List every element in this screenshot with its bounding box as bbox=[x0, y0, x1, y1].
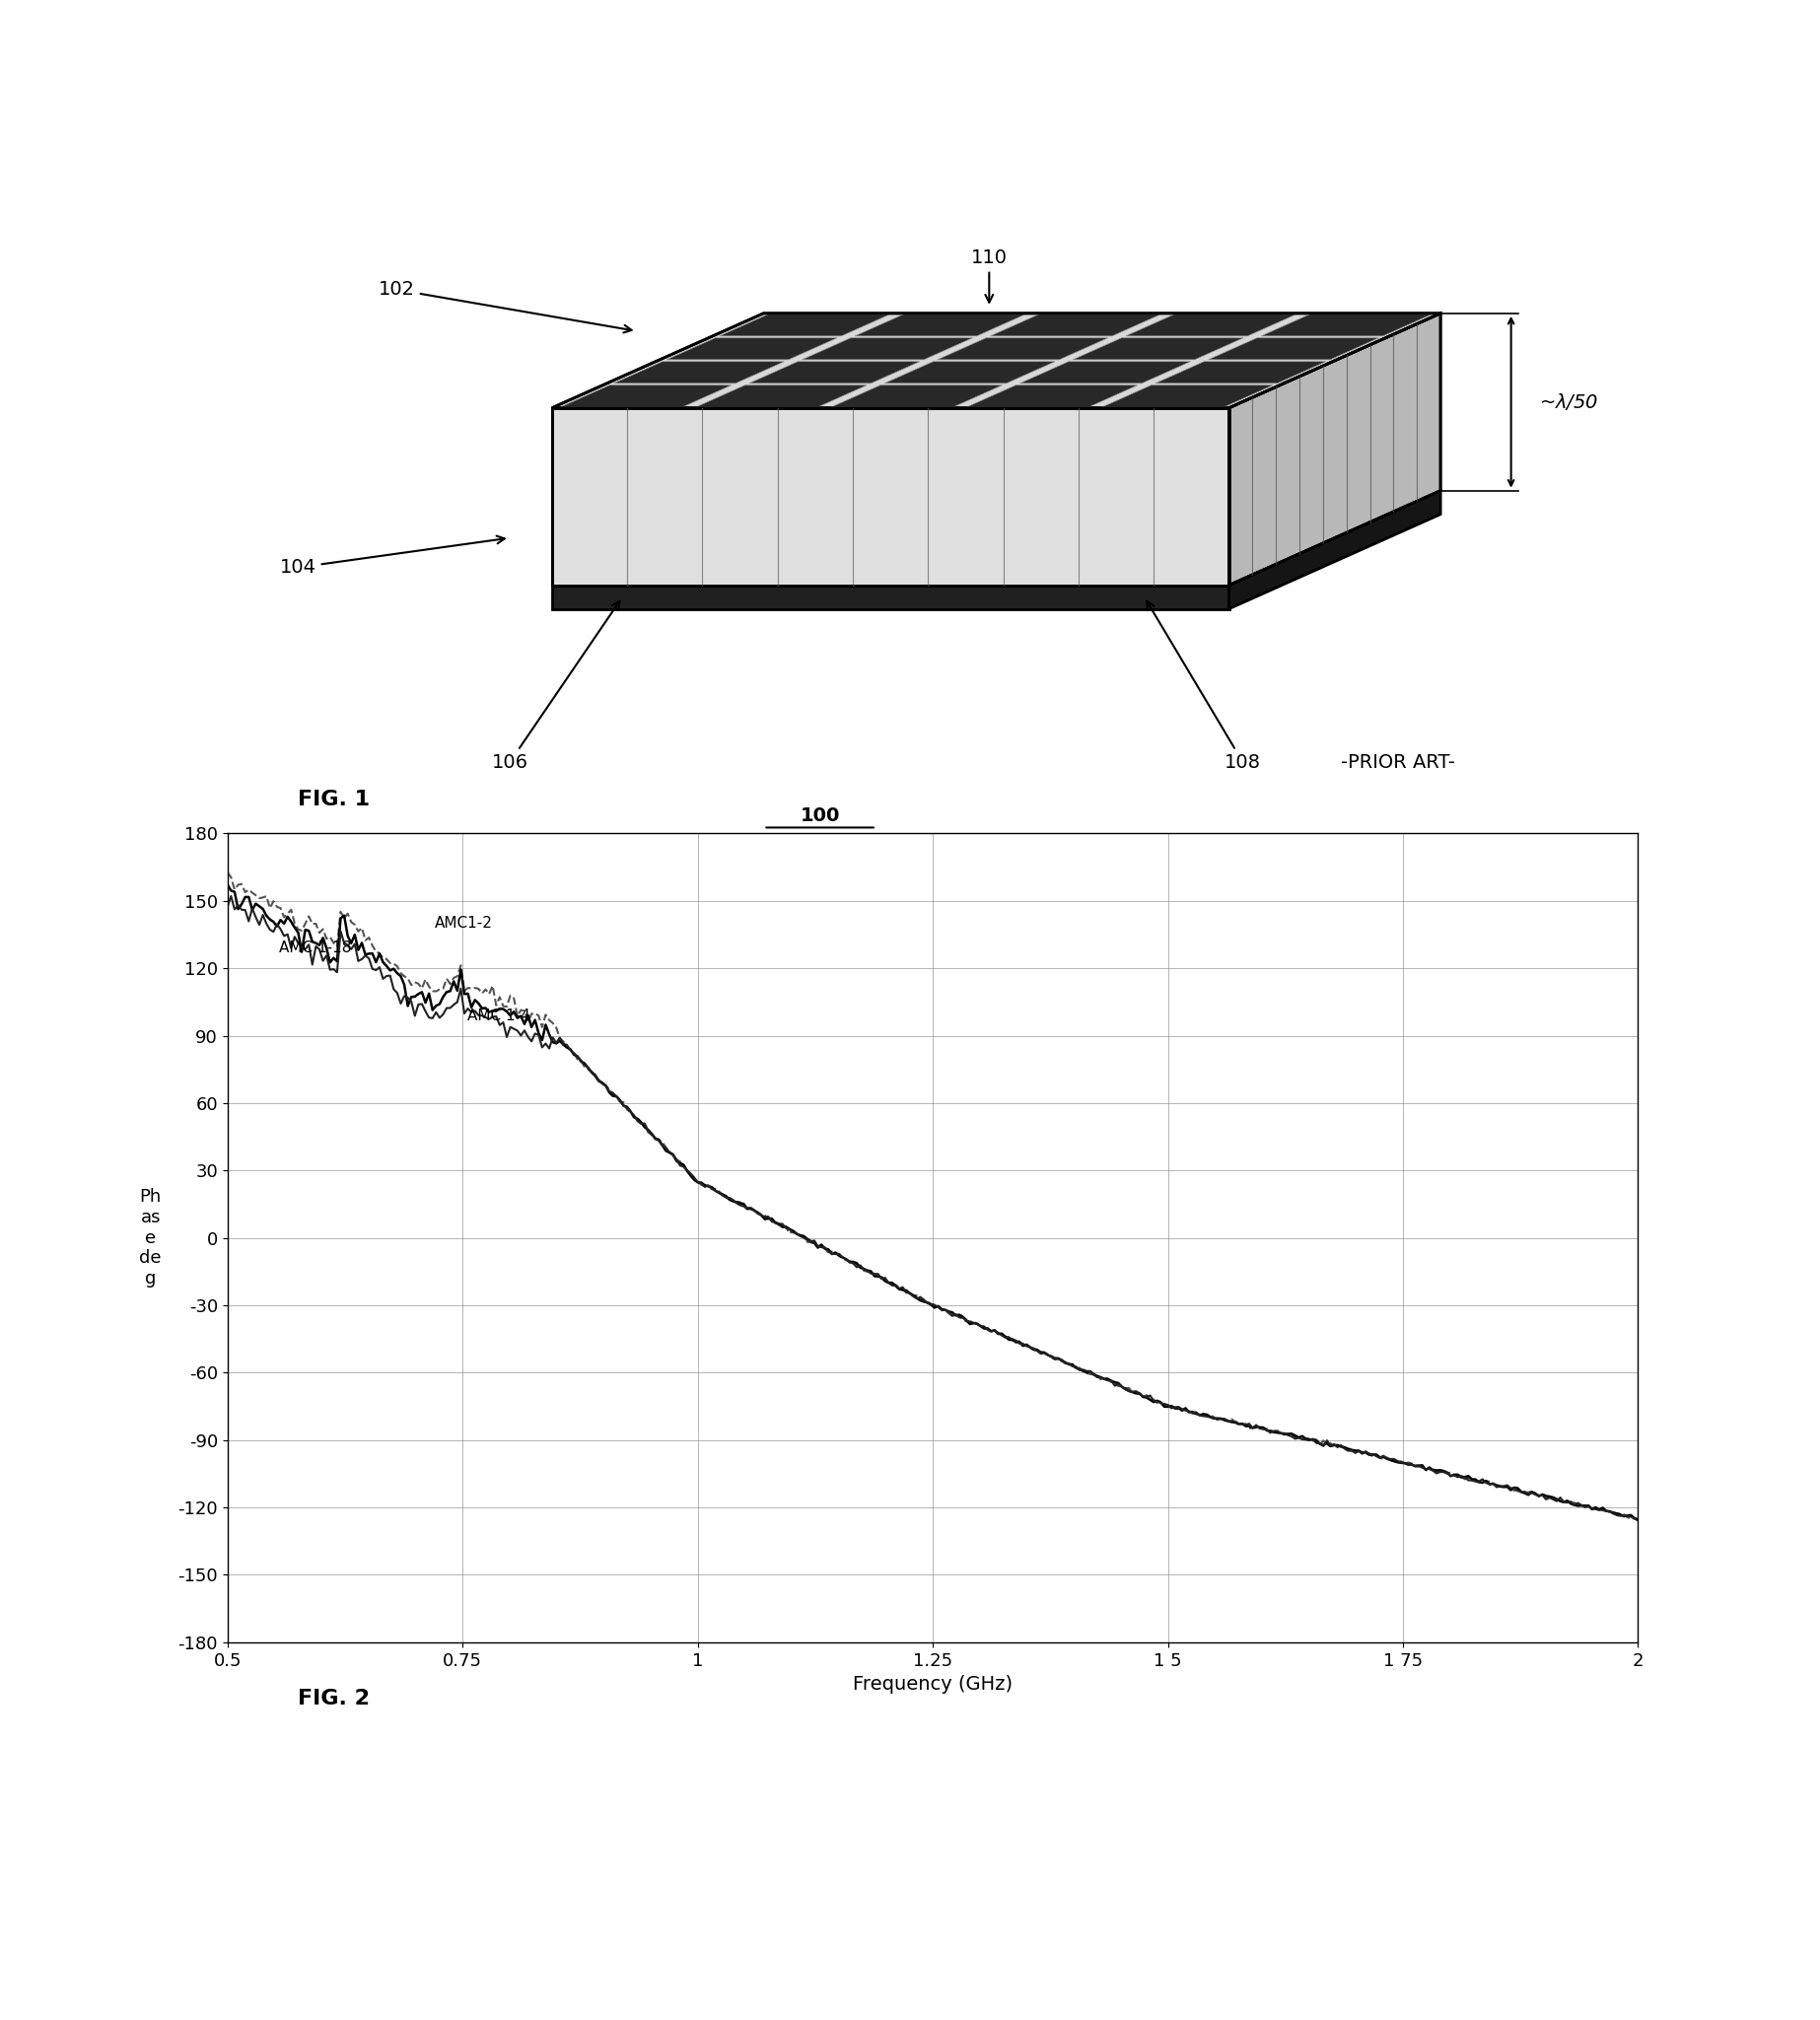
Polygon shape bbox=[803, 337, 972, 360]
Text: 102: 102 bbox=[379, 281, 632, 333]
Text: 108: 108 bbox=[1147, 602, 1261, 772]
Text: 100: 100 bbox=[801, 806, 839, 824]
Text: AMC 1-18: AMC 1-18 bbox=[278, 941, 351, 955]
Text: 110: 110 bbox=[970, 248, 1008, 303]
Polygon shape bbox=[1103, 386, 1272, 406]
Text: AMC 1-4: AMC 1-4 bbox=[468, 1008, 530, 1022]
Polygon shape bbox=[855, 315, 1025, 335]
Text: 106: 106 bbox=[491, 602, 619, 772]
Polygon shape bbox=[990, 315, 1161, 335]
X-axis label: Frequency (GHz): Frequency (GHz) bbox=[854, 1675, 1012, 1695]
Polygon shape bbox=[966, 386, 1138, 406]
Polygon shape bbox=[551, 313, 1441, 408]
Text: -PRIOR ART-: -PRIOR ART- bbox=[1341, 753, 1456, 772]
Polygon shape bbox=[885, 362, 1056, 384]
Polygon shape bbox=[937, 337, 1108, 360]
Polygon shape bbox=[1072, 337, 1243, 360]
Polygon shape bbox=[750, 362, 919, 384]
Polygon shape bbox=[1208, 337, 1380, 360]
Polygon shape bbox=[1229, 491, 1441, 608]
Polygon shape bbox=[719, 315, 890, 335]
Polygon shape bbox=[551, 408, 1229, 586]
Polygon shape bbox=[613, 362, 784, 384]
Polygon shape bbox=[697, 386, 866, 406]
Polygon shape bbox=[1019, 362, 1190, 384]
Polygon shape bbox=[832, 386, 1003, 406]
Text: 104: 104 bbox=[280, 535, 504, 578]
Polygon shape bbox=[1156, 362, 1325, 384]
Text: FIG. 2: FIG. 2 bbox=[298, 1689, 369, 1709]
Polygon shape bbox=[1229, 313, 1441, 586]
Polygon shape bbox=[1127, 315, 1296, 335]
Polygon shape bbox=[551, 586, 1229, 608]
Polygon shape bbox=[666, 337, 837, 360]
Polygon shape bbox=[1261, 315, 1432, 335]
Y-axis label: Ph
as
e
de
g: Ph as e de g bbox=[140, 1188, 162, 1287]
Polygon shape bbox=[561, 386, 732, 406]
Text: ~$\lambda$/50: ~$\lambda$/50 bbox=[1540, 392, 1598, 412]
Text: AMC1-2: AMC1-2 bbox=[435, 915, 493, 931]
Text: FIG. 1: FIG. 1 bbox=[298, 790, 369, 810]
